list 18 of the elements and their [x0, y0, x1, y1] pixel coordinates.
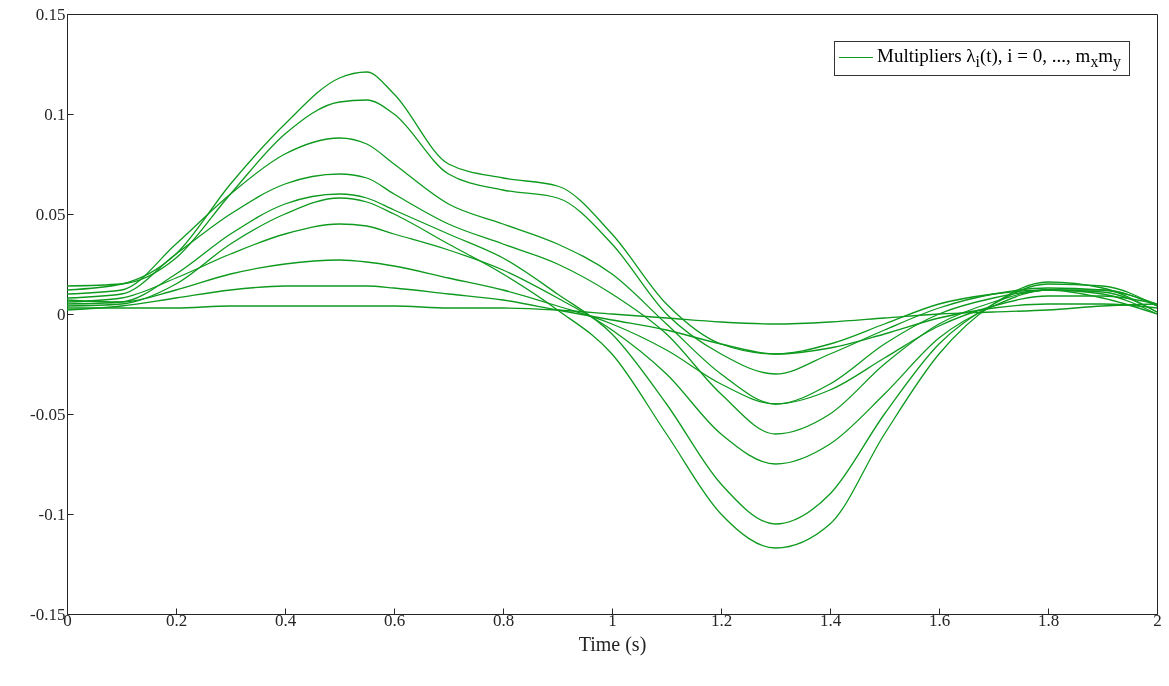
- y-tick-label: 0.15: [35, 4, 66, 24]
- y-tick-label: 0.1: [44, 104, 66, 124]
- y-tick-label: -0.1: [38, 504, 66, 524]
- y-tick-label: -0.05: [30, 404, 66, 424]
- x-tick-label: 0.6: [383, 610, 406, 630]
- x-tick-label: 1.8: [1037, 610, 1060, 630]
- x-tick-label: 1.2: [710, 610, 733, 630]
- x-tick-label: 1.4: [819, 610, 842, 630]
- x-tick-label: 2: [1153, 610, 1162, 630]
- x-tick-label: 0.4: [274, 610, 297, 630]
- x-tick-label: 1: [608, 610, 617, 630]
- x-axis-title: Time (s): [578, 632, 647, 656]
- x-tick-label: 1.6: [928, 610, 951, 630]
- x-tick-label: 0.8: [492, 610, 515, 630]
- legend-label: Multipliers λ$_{i}$(t), i = 0, ..., m$_{x}$m$_{y}$: [877, 45, 1121, 71]
- y-tick-label: 0.05: [35, 204, 66, 224]
- x-tick-label: 0.2: [165, 610, 188, 630]
- y-tick-label: 0: [57, 304, 66, 324]
